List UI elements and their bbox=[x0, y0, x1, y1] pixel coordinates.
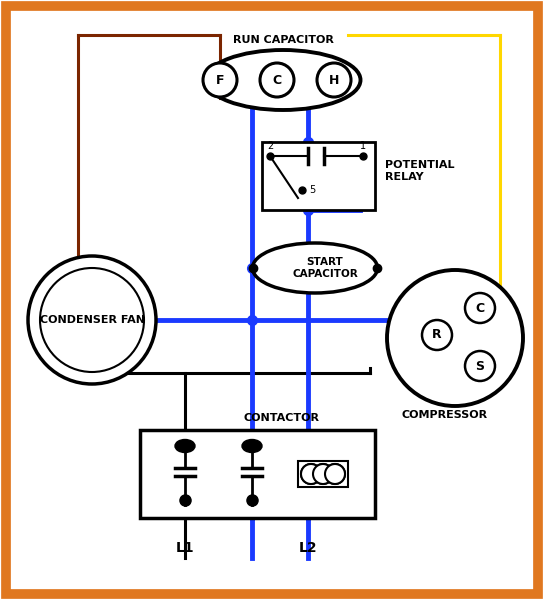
Circle shape bbox=[465, 351, 495, 381]
Circle shape bbox=[40, 268, 144, 372]
Text: 5: 5 bbox=[309, 185, 315, 195]
Text: CONTACTOR: CONTACTOR bbox=[244, 413, 320, 423]
Ellipse shape bbox=[175, 439, 195, 452]
Text: C: C bbox=[475, 301, 485, 314]
Text: 2: 2 bbox=[267, 141, 273, 151]
Circle shape bbox=[325, 464, 345, 484]
Circle shape bbox=[313, 464, 333, 484]
Bar bbox=[262, 142, 375, 210]
Text: CONDENSER FAN: CONDENSER FAN bbox=[40, 315, 145, 325]
Text: POTENTIAL
RELAY: POTENTIAL RELAY bbox=[385, 160, 454, 182]
Text: L2: L2 bbox=[299, 541, 317, 555]
Circle shape bbox=[313, 464, 333, 484]
Text: F: F bbox=[216, 73, 224, 86]
Text: C: C bbox=[273, 73, 282, 86]
Text: L1: L1 bbox=[176, 541, 194, 555]
Bar bbox=[140, 430, 375, 518]
Circle shape bbox=[301, 464, 321, 484]
Text: RUN CAPACITOR: RUN CAPACITOR bbox=[233, 35, 333, 45]
Circle shape bbox=[260, 63, 294, 97]
Text: R: R bbox=[432, 329, 442, 341]
Text: START
CAPACITOR: START CAPACITOR bbox=[292, 257, 358, 279]
Text: COMPRESSOR: COMPRESSOR bbox=[402, 410, 488, 420]
Circle shape bbox=[422, 320, 452, 350]
Circle shape bbox=[465, 293, 495, 323]
Ellipse shape bbox=[242, 439, 262, 452]
Circle shape bbox=[28, 256, 156, 384]
Circle shape bbox=[317, 63, 351, 97]
Circle shape bbox=[325, 464, 345, 484]
Ellipse shape bbox=[252, 243, 378, 293]
Circle shape bbox=[387, 270, 523, 406]
Circle shape bbox=[203, 63, 237, 97]
Text: H: H bbox=[329, 73, 339, 86]
Text: S: S bbox=[475, 359, 485, 373]
Ellipse shape bbox=[206, 50, 361, 110]
Text: 1: 1 bbox=[360, 141, 366, 151]
Bar bbox=[298, 461, 348, 487]
Circle shape bbox=[301, 464, 321, 484]
